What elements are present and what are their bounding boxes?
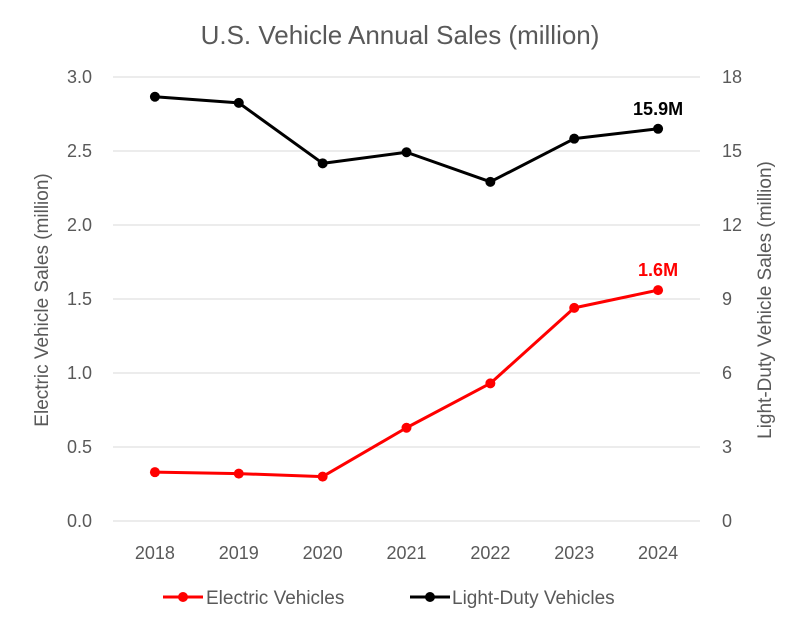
electric-end-label: 1.6M <box>638 260 678 280</box>
x-tick-label: 2022 <box>470 543 510 563</box>
electric-legend-marker <box>178 592 188 602</box>
electric-data-point <box>653 285 664 296</box>
left-y-tick-label: 1.5 <box>67 289 92 309</box>
right-y-tick-label: 18 <box>722 67 742 87</box>
right-y-tick-label: 12 <box>722 215 742 235</box>
left-axis-title: Electric Vehicle Sales (million) <box>32 173 53 426</box>
axis-ticks: 0.0 0.5 1.0 1.5 2.0 2.5 3.0 0 3 6 9 12 15 18 2018 2019 2… <box>67 67 742 563</box>
left-y-tick-label: 1.0 <box>67 363 92 383</box>
x-tick-label: 2023 <box>554 543 594 563</box>
light-duty-data-point <box>401 147 412 158</box>
electric-data-point <box>569 302 580 313</box>
electric-data-point <box>401 422 412 433</box>
light-duty-data-point <box>233 97 244 108</box>
right-y-tick-label: 0 <box>722 511 732 531</box>
electric-series-line <box>154 288 659 479</box>
series-lines: 1.6M 15.9M <box>149 91 683 482</box>
light-duty-series-line <box>154 95 659 184</box>
light-duty-data-point <box>653 123 664 134</box>
light-duty-data-point <box>317 158 328 169</box>
electric-data-point <box>233 468 244 479</box>
right-y-tick-label: 9 <box>722 289 732 309</box>
electric-data-point <box>485 378 496 389</box>
x-tick-label: 2020 <box>303 543 343 563</box>
left-y-tick-label: 3.0 <box>67 67 92 87</box>
electric-data-point <box>317 471 328 482</box>
x-tick-label: 2021 <box>386 543 426 563</box>
left-y-tick-label: 2.0 <box>67 215 92 235</box>
left-y-tick-label: 0.0 <box>67 511 92 531</box>
right-axis-title: Light-Duty Vehicle Sales (million) <box>755 161 776 439</box>
left-y-tick-label: 2.5 <box>67 141 92 161</box>
right-y-tick-label: 3 <box>722 437 732 457</box>
light-duty-legend-marker <box>425 592 435 602</box>
right-y-tick-label: 15 <box>722 141 742 161</box>
light-duty-data-point <box>149 91 160 102</box>
left-y-tick-label: 0.5 <box>67 437 92 457</box>
legend: Electric Vehicles Light-Duty Vehicles <box>163 588 615 609</box>
electric-data-point <box>149 467 160 478</box>
x-tick-label: 2024 <box>638 543 678 563</box>
x-tick-label: 2018 <box>135 543 175 563</box>
right-y-tick-label: 6 <box>722 363 732 383</box>
chart-title: U.S. Vehicle Annual Sales (million) <box>201 20 600 50</box>
x-tick-label: 2019 <box>219 543 259 563</box>
light-duty-data-point <box>569 133 580 144</box>
light-duty-legend-label: Light-Duty Vehicles <box>452 588 615 609</box>
light-duty-data-point <box>485 176 496 187</box>
light-duty-end-label: 15.9M <box>633 99 683 119</box>
electric-legend-label: Electric Vehicles <box>206 588 344 609</box>
